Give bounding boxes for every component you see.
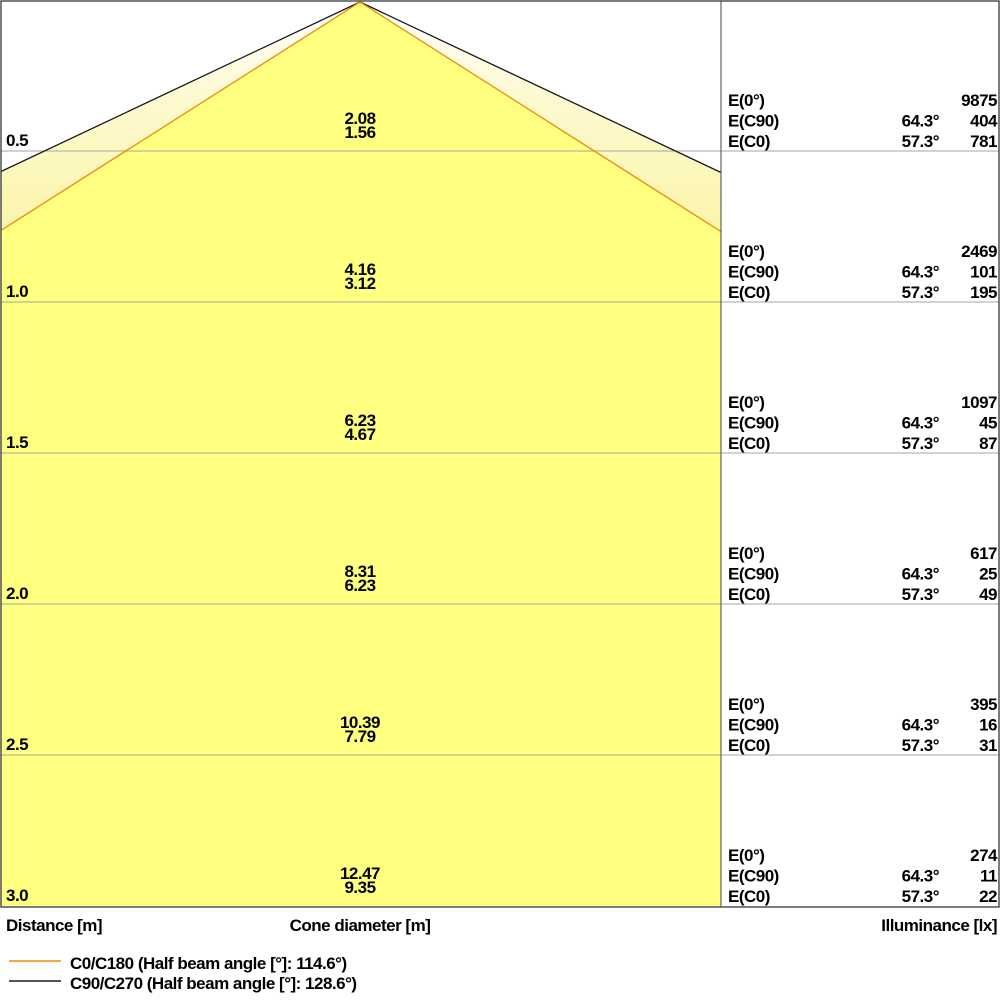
svg-text:9.35: 9.35	[344, 878, 375, 897]
svg-text:0.5: 0.5	[6, 131, 28, 150]
svg-text:E(C0): E(C0)	[728, 132, 770, 151]
svg-text:87: 87	[979, 434, 997, 453]
svg-text:395: 395	[970, 695, 997, 714]
svg-text:274: 274	[970, 846, 998, 865]
svg-text:7.79: 7.79	[344, 727, 375, 746]
svg-text:E(C90): E(C90)	[728, 112, 779, 131]
svg-text:E(C90): E(C90)	[728, 263, 779, 282]
svg-text:57.3°: 57.3°	[902, 434, 940, 453]
svg-text:E(0°): E(0°)	[728, 242, 764, 261]
svg-text:57.3°: 57.3°	[902, 132, 940, 151]
svg-text:404: 404	[970, 112, 998, 131]
svg-text:57.3°: 57.3°	[902, 887, 940, 906]
svg-text:3.0: 3.0	[6, 886, 28, 905]
svg-text:1.0: 1.0	[6, 282, 28, 301]
svg-text:E(C0): E(C0)	[728, 283, 770, 302]
svg-text:E(C90): E(C90)	[728, 867, 779, 886]
svg-text:E(C0): E(C0)	[728, 585, 770, 604]
svg-text:11: 11	[980, 867, 997, 886]
svg-text:2.5: 2.5	[6, 735, 28, 754]
svg-text:45: 45	[979, 414, 997, 433]
svg-text:6.23: 6.23	[344, 576, 375, 595]
svg-text:101: 101	[970, 263, 997, 282]
svg-text:3.12: 3.12	[344, 274, 375, 293]
svg-text:1097: 1097	[961, 393, 997, 412]
svg-text:2469: 2469	[961, 242, 997, 261]
svg-text:64.3°: 64.3°	[902, 112, 940, 131]
svg-text:4.67: 4.67	[344, 425, 375, 444]
svg-text:E(C90): E(C90)	[728, 414, 779, 433]
svg-text:64.3°: 64.3°	[902, 716, 940, 735]
svg-text:E(C90): E(C90)	[728, 716, 779, 735]
svg-text:E(0°): E(0°)	[728, 695, 764, 714]
svg-text:64.3°: 64.3°	[902, 867, 940, 886]
svg-text:31: 31	[979, 736, 997, 755]
svg-text:1.5: 1.5	[6, 433, 28, 452]
svg-text:195: 195	[970, 283, 997, 302]
svg-text:16: 16	[979, 716, 997, 735]
svg-text:57.3°: 57.3°	[902, 585, 940, 604]
svg-text:64.3°: 64.3°	[902, 565, 940, 584]
svg-text:Cone diameter [m]: Cone diameter [m]	[290, 916, 431, 935]
svg-text:E(0°): E(0°)	[728, 846, 764, 865]
svg-text:617: 617	[970, 544, 997, 563]
svg-text:E(C0): E(C0)	[728, 887, 770, 906]
svg-text:64.3°: 64.3°	[902, 414, 940, 433]
svg-text:E(C0): E(C0)	[728, 736, 770, 755]
svg-text:49: 49	[979, 585, 997, 604]
svg-text:E(C0): E(C0)	[728, 434, 770, 453]
svg-text:E(0°): E(0°)	[728, 544, 764, 563]
svg-text:2.0: 2.0	[6, 584, 28, 603]
svg-text:Distance [m]: Distance [m]	[6, 916, 102, 935]
svg-text:E(0°): E(0°)	[728, 393, 764, 412]
svg-text:22: 22	[979, 887, 997, 906]
svg-text:64.3°: 64.3°	[902, 263, 940, 282]
svg-text:57.3°: 57.3°	[902, 736, 940, 755]
svg-text:E(C90): E(C90)	[728, 565, 779, 584]
svg-text:25: 25	[979, 565, 997, 584]
svg-text:E(0°): E(0°)	[728, 91, 764, 110]
svg-text:C90/C270 (Half beam angle [°]:: C90/C270 (Half beam angle [°]: 128.6°)	[70, 974, 357, 993]
svg-text:C0/C180 (Half beam angle [°]:: C0/C180 (Half beam angle [°]: 114.6°)	[70, 954, 347, 973]
svg-text:57.3°: 57.3°	[902, 283, 940, 302]
svg-text:1.56: 1.56	[344, 123, 375, 142]
svg-text:9875: 9875	[961, 91, 997, 110]
svg-text:Illuminance [lx]: Illuminance [lx]	[881, 916, 997, 935]
svg-text:781: 781	[970, 132, 997, 151]
